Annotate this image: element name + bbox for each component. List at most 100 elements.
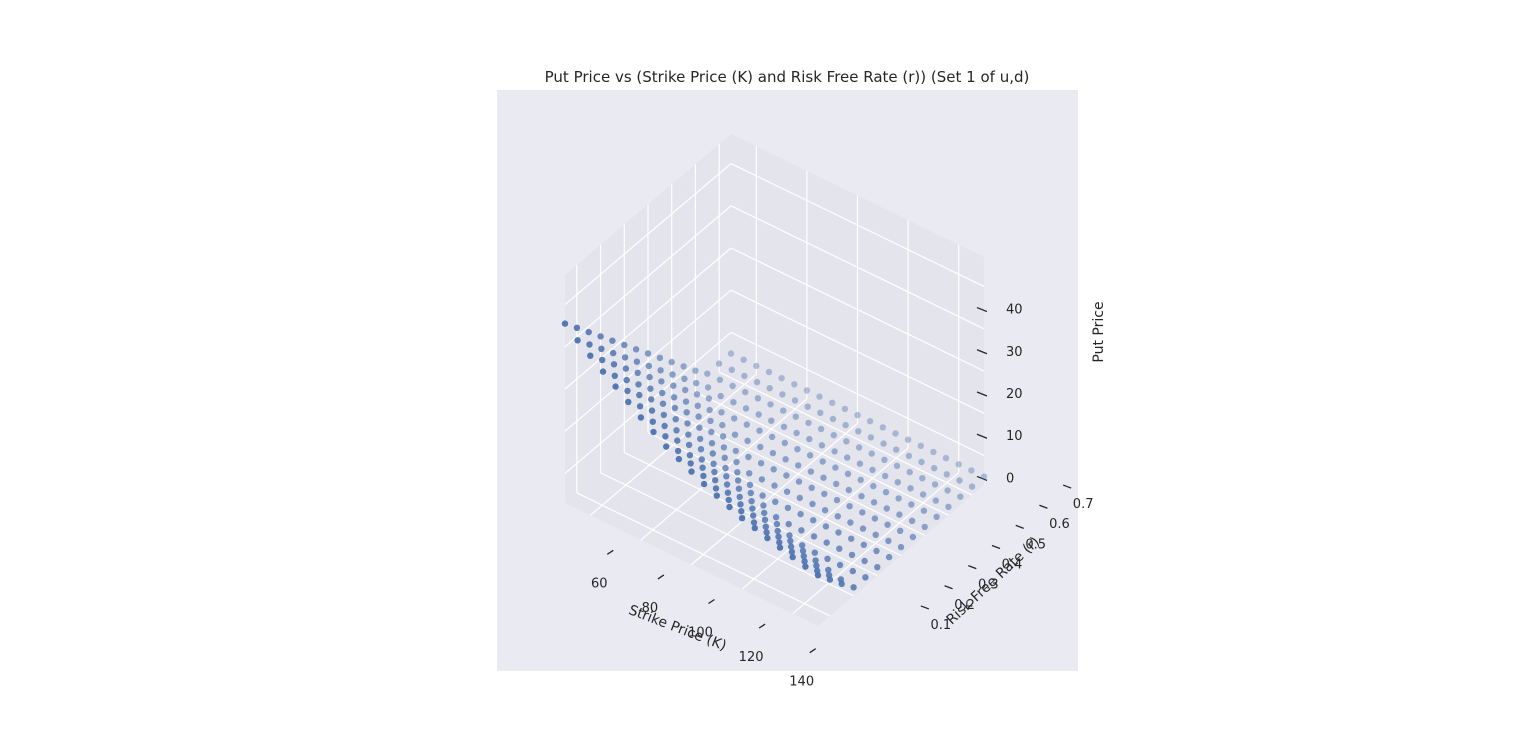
data-point xyxy=(763,529,770,536)
data-point xyxy=(637,414,645,421)
data-point xyxy=(670,394,678,401)
data-point xyxy=(789,553,796,561)
data-point xyxy=(846,503,853,510)
data-point xyxy=(746,481,754,488)
data-point xyxy=(906,468,913,476)
data-point xyxy=(807,468,815,475)
data-point xyxy=(768,417,775,424)
data-point xyxy=(854,411,861,419)
data-point xyxy=(930,448,937,456)
data-point xyxy=(682,386,689,394)
data-point xyxy=(776,544,784,551)
data-point xyxy=(636,403,644,410)
y-tick-label: 0.7 xyxy=(1073,497,1094,512)
x-tick-label: 120 xyxy=(739,650,764,665)
data-point xyxy=(832,464,839,471)
data-point xyxy=(909,533,917,541)
data-point xyxy=(711,468,718,476)
data-point xyxy=(817,425,825,433)
data-point xyxy=(821,490,828,498)
data-point xyxy=(736,493,743,501)
data-point xyxy=(734,469,741,476)
data-point xyxy=(795,462,802,469)
data-point xyxy=(836,545,843,552)
data-point xyxy=(708,428,715,436)
data-point xyxy=(843,438,850,445)
data-point xyxy=(778,375,785,382)
z-gridline-back xyxy=(730,247,985,372)
x-tick xyxy=(657,574,665,580)
data-point xyxy=(787,537,794,545)
data-point xyxy=(723,473,730,480)
data-point xyxy=(687,460,694,467)
data-point xyxy=(647,385,654,392)
data-points xyxy=(561,320,988,591)
z-tick xyxy=(976,306,988,313)
data-point xyxy=(610,349,617,357)
data-point xyxy=(733,458,740,466)
data-point xyxy=(682,398,690,405)
data-point xyxy=(662,433,669,440)
x-tick-label: 60 xyxy=(591,576,608,591)
data-point xyxy=(762,523,769,530)
data-point xyxy=(598,345,605,352)
data-point xyxy=(781,439,788,447)
data-point xyxy=(599,368,607,375)
data-point xyxy=(823,539,830,546)
data-point xyxy=(674,447,682,455)
data-point xyxy=(750,512,757,519)
data-point xyxy=(645,362,652,370)
data-point xyxy=(968,467,975,474)
data-point xyxy=(742,388,749,396)
data-point xyxy=(862,574,869,581)
data-point xyxy=(882,489,890,496)
data-point xyxy=(644,350,652,357)
y-tick-label: 0.1 xyxy=(931,618,952,633)
z-tick-label: 10 xyxy=(1006,429,1023,444)
z-tick-label: 20 xyxy=(1006,387,1023,402)
data-point xyxy=(892,430,899,437)
data-point xyxy=(684,420,691,427)
data-point xyxy=(622,365,630,372)
x-tick xyxy=(758,623,766,629)
data-point xyxy=(884,521,891,528)
data-point xyxy=(680,363,687,370)
data-point xyxy=(931,465,938,472)
data-point xyxy=(869,466,876,474)
data-point xyxy=(833,496,841,504)
data-point xyxy=(761,516,769,523)
z-gridline-back xyxy=(730,163,985,288)
data-point xyxy=(697,446,705,453)
data-point xyxy=(776,539,783,546)
data-point xyxy=(706,406,713,414)
data-point xyxy=(824,555,831,562)
data-point xyxy=(812,557,819,564)
data-point xyxy=(675,455,683,463)
data-point xyxy=(802,563,809,570)
data-point xyxy=(829,415,837,423)
data-point xyxy=(720,444,728,451)
x-tick-label: 140 xyxy=(789,675,814,690)
data-point xyxy=(866,418,874,425)
data-point xyxy=(669,371,676,378)
data-point xyxy=(759,492,766,499)
data-point xyxy=(743,421,750,428)
y-tick xyxy=(920,605,930,610)
z-gridline-back xyxy=(730,205,985,330)
data-point xyxy=(844,454,851,461)
data-point xyxy=(788,548,796,556)
data-point xyxy=(698,456,705,463)
data-point xyxy=(621,354,629,361)
data-point xyxy=(648,407,656,414)
data-point xyxy=(585,328,592,336)
data-point xyxy=(757,460,765,467)
data-point xyxy=(799,547,807,555)
data-point xyxy=(663,443,670,450)
data-point xyxy=(717,392,724,400)
data-point xyxy=(612,383,619,390)
data-point xyxy=(895,495,902,502)
data-point xyxy=(893,446,900,453)
data-point xyxy=(704,370,711,377)
data-point xyxy=(573,324,581,331)
data-point xyxy=(735,485,743,492)
